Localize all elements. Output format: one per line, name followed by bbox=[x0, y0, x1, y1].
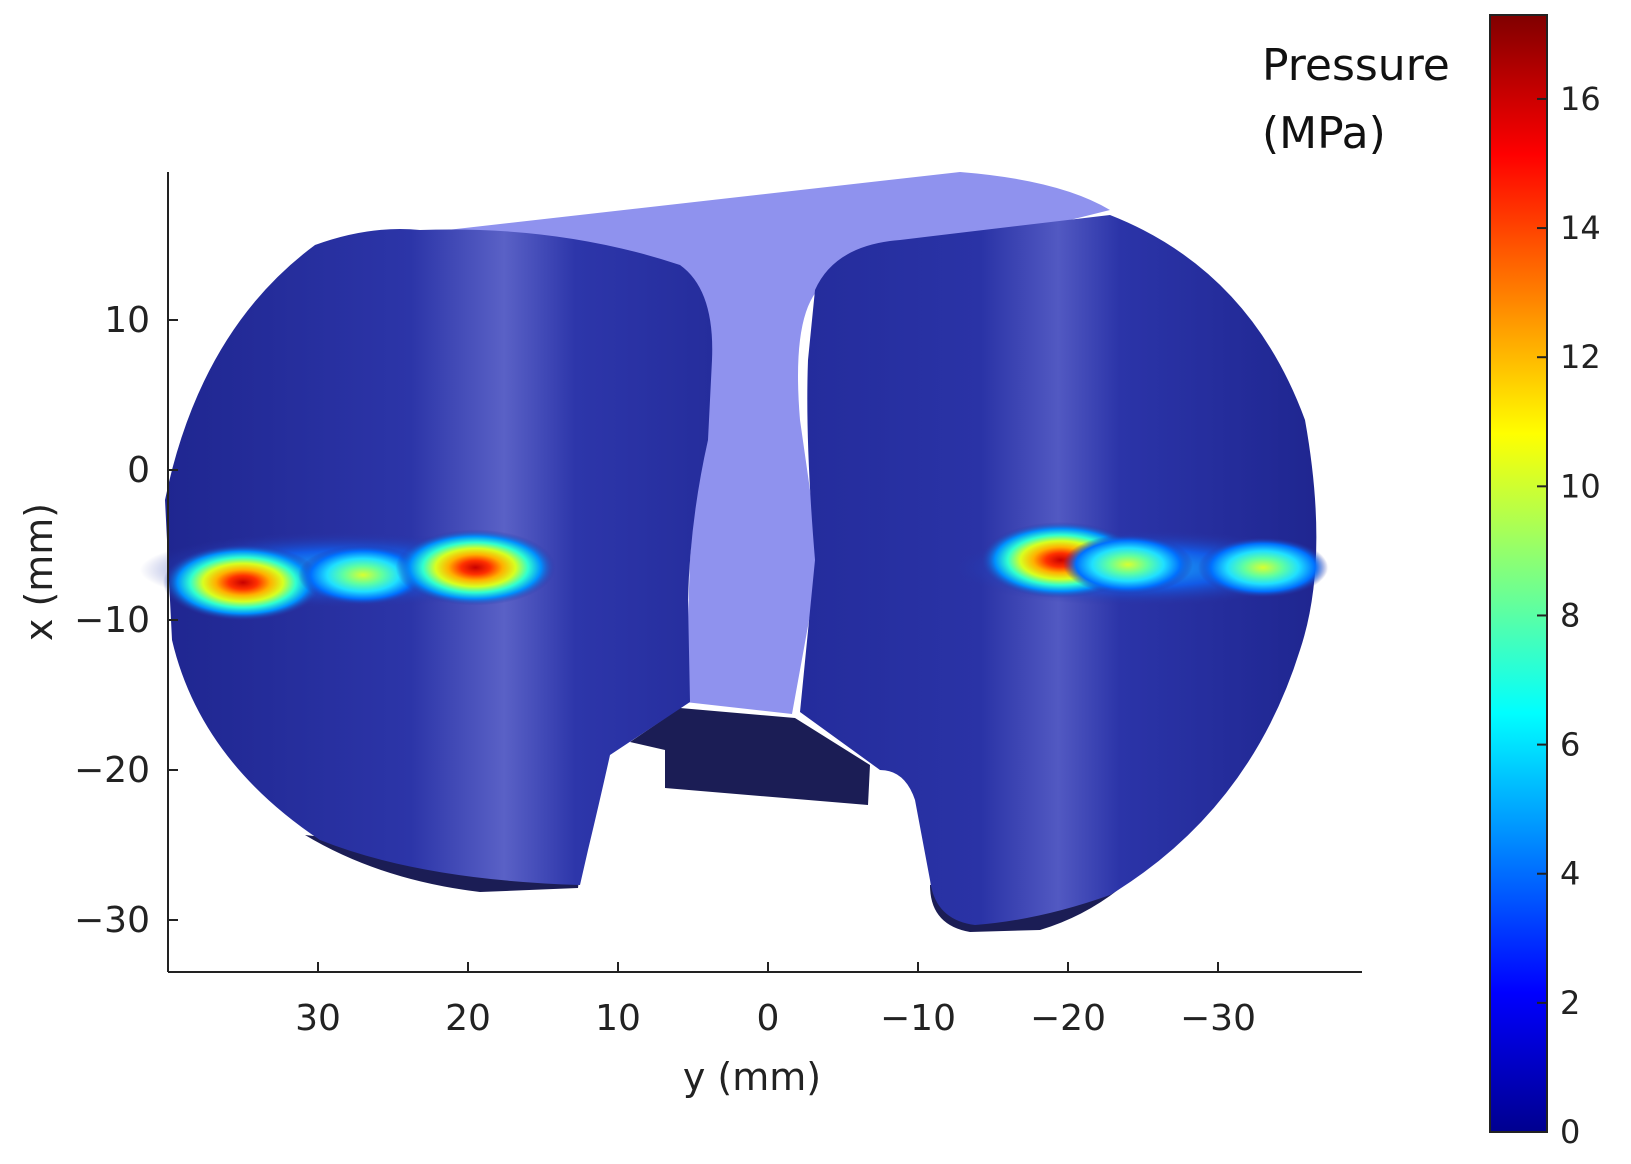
y-tick-label: −30 bbox=[74, 900, 150, 941]
x-tick-label: −20 bbox=[1030, 998, 1106, 1039]
colorbar-title-line2: (MPa) bbox=[1262, 108, 1386, 159]
x-tick-label: 20 bbox=[445, 998, 491, 1039]
x-tick-label: −30 bbox=[1180, 998, 1256, 1039]
intercondylar-region bbox=[315, 172, 1110, 714]
colorbar bbox=[1489, 14, 1548, 1133]
colorbar-title-line1: Pressure bbox=[1262, 40, 1450, 91]
x-axis-ticks: 30 20 10 0 −10 −20 −30 bbox=[295, 962, 1256, 1039]
x-tick-label: 0 bbox=[757, 998, 780, 1039]
colorbar-tick-label: 16 bbox=[1560, 80, 1601, 118]
pressure-hotspot bbox=[1198, 537, 1328, 598]
colorbar-tick-label: 4 bbox=[1560, 855, 1580, 893]
pressure-hotspot bbox=[163, 544, 323, 621]
shadow-center-block bbox=[630, 708, 870, 805]
colorbar-tick-label: 8 bbox=[1560, 596, 1580, 634]
x-tick-label: −10 bbox=[880, 998, 956, 1039]
pressure-hotspots bbox=[163, 522, 1328, 621]
y-tick-label: 0 bbox=[127, 450, 150, 491]
colorbar-tick-label: 0 bbox=[1560, 1113, 1580, 1151]
colorbar-tick-label: 14 bbox=[1560, 209, 1601, 247]
x-tick-label: 30 bbox=[295, 998, 341, 1039]
colorbar-tick-label: 6 bbox=[1560, 726, 1580, 764]
pressure-hotspot bbox=[298, 545, 428, 605]
y-axis-title: x (mm) bbox=[17, 503, 61, 641]
y-tick-label: −10 bbox=[74, 600, 150, 641]
colorbar-tick-label: 10 bbox=[1560, 467, 1601, 505]
colorbar-tick-label: 2 bbox=[1560, 984, 1580, 1022]
colorbar-tick-label: 12 bbox=[1560, 338, 1601, 376]
x-axis-title: y (mm) bbox=[683, 1055, 821, 1099]
colorbar-ticks: 0 2 4 6 8 10 12 14 16 bbox=[1537, 80, 1601, 1151]
x-tick-label: 10 bbox=[595, 998, 641, 1039]
y-tick-label: −20 bbox=[74, 750, 150, 791]
pressure-hotspot bbox=[395, 529, 556, 606]
y-tick-label: 10 bbox=[104, 300, 150, 341]
y-axis-ticks: 10 0 −10 −20 −30 bbox=[74, 300, 178, 941]
pressure-hotspot bbox=[1063, 534, 1193, 595]
